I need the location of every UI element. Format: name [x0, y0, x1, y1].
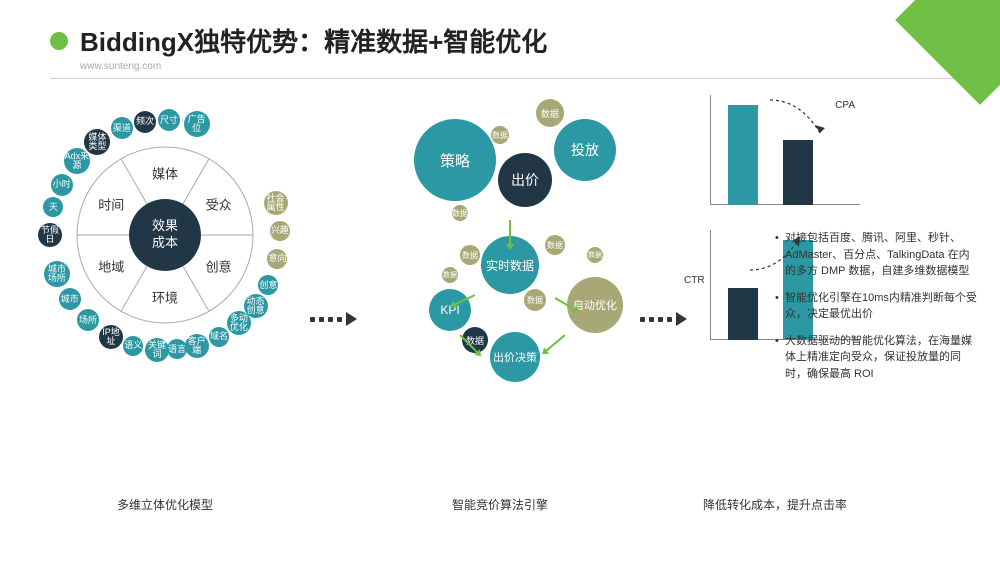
- sector-label: 受众: [206, 195, 232, 214]
- orbit-bubble: IP地址: [99, 325, 123, 349]
- bullet-item: 对接包括百度、腾讯、阿里、秒针、AdMaster、百分点、TalkingData…: [775, 230, 980, 280]
- orbit-bubble: 语义: [123, 336, 143, 356]
- orbit-bubble: 城市: [59, 288, 81, 310]
- algo-bubble: 出价: [498, 153, 552, 207]
- orbit-bubble: 创意: [258, 275, 278, 295]
- orbit-bubble: 场所: [77, 309, 99, 331]
- flow-arrow: [505, 220, 515, 250]
- orbit-bubble: 社会属性: [264, 191, 288, 215]
- orbit-bubble: Adx来源: [64, 148, 90, 174]
- algo-bubble: 数据: [536, 99, 564, 127]
- bar: [728, 288, 758, 340]
- stage: 效果 成本 媒体受众创意环境地域时间频次尺寸广告位渠道媒体类型Adx来源小时天节…: [20, 95, 985, 543]
- header-rule: [50, 78, 1000, 79]
- orbit-bubble: 小时: [51, 174, 73, 196]
- orbit-bubble: 频次: [134, 111, 156, 133]
- wheel-diagram: 效果 成本 媒体受众创意环境地域时间频次尺寸广告位渠道媒体类型Adx来源小时天节…: [35, 105, 295, 365]
- bubble-diagram: 策略出价投放数据数据数据实时数据数据数据数据数据KPI数据自动优化出价决策数据: [360, 95, 640, 385]
- flow-arrow: [539, 331, 568, 358]
- sector-label: 时间: [98, 195, 124, 214]
- page-title: BiddingX独特优势：精准数据+智能优化: [80, 22, 547, 59]
- algo-bubble: 数据: [452, 205, 468, 221]
- orbit-bubble: 城市场所: [44, 261, 70, 287]
- panel3-caption: 降低转化成本，提升点击率: [660, 496, 890, 513]
- panel1-caption: 多维立体优化模型: [20, 496, 310, 513]
- algo-bubble: 数据: [587, 247, 603, 263]
- algo-bubble: 投放: [554, 119, 616, 181]
- orbit-bubble: 意向: [267, 249, 287, 269]
- algo-bubble: 数据: [524, 289, 546, 311]
- algo-bubble: 数据: [545, 235, 565, 255]
- arrow-1: [310, 312, 357, 326]
- panel2-caption: 智能竞价算法引擎: [355, 496, 645, 513]
- algo-bubble: 数据: [442, 267, 458, 283]
- orbit-bubble: 关键词: [145, 338, 169, 362]
- chart-label: CTR: [684, 275, 705, 286]
- bullet-list: 对接包括百度、腾讯、阿里、秒针、AdMaster、百分点、TalkingData…: [775, 230, 980, 392]
- sector-label: 环境: [152, 288, 178, 307]
- bar-chart: CPA: [690, 95, 860, 205]
- orbit-bubble: 节假日: [38, 223, 62, 247]
- title-bullet: [50, 32, 68, 50]
- header: BiddingX独特优势：精准数据+智能优化 www.sunteng.com: [0, 0, 1000, 79]
- panel-wheel: 效果 成本 媒体受众创意环境地域时间频次尺寸广告位渠道媒体类型Adx来源小时天节…: [20, 95, 310, 513]
- chart-label: CPA: [835, 100, 855, 111]
- site-url: www.sunteng.com: [80, 61, 1000, 72]
- bullet-item: 大数据驱动的智能优化算法，在海量媒体上精准定向受众，保证投放量的同时，确保最高 …: [775, 333, 980, 383]
- algo-bubble: 出价决策: [490, 332, 540, 382]
- orbit-bubble: 渠道: [111, 117, 133, 139]
- algo-bubble: 数据: [460, 245, 480, 265]
- orbit-bubble: 客户端: [185, 334, 209, 358]
- orbit-bubble: 尺寸: [158, 109, 180, 131]
- orbit-bubble: 兴趣: [270, 221, 290, 241]
- algo-bubble: 数据: [491, 126, 509, 144]
- sector-label: 创意: [206, 257, 232, 276]
- bullet-item: 智能优化引擎在10ms内精准判断每个受众，决定最优出价: [775, 290, 980, 323]
- algo-bubble: 策略: [414, 119, 496, 201]
- trend-arrow: [765, 95, 835, 145]
- bar: [783, 140, 813, 205]
- sector-label: 媒体: [152, 164, 178, 183]
- sector-label: 地域: [98, 257, 124, 276]
- arrow-2: [640, 312, 687, 326]
- orbit-bubble: 广告位: [184, 111, 210, 137]
- bar: [728, 105, 758, 205]
- orbit-bubble: 天: [43, 197, 63, 217]
- panel-bubbles: 策略出价投放数据数据数据实时数据数据数据数据数据KPI数据自动优化出价决策数据 …: [355, 95, 645, 513]
- orbit-bubble: 动态创意: [244, 294, 268, 318]
